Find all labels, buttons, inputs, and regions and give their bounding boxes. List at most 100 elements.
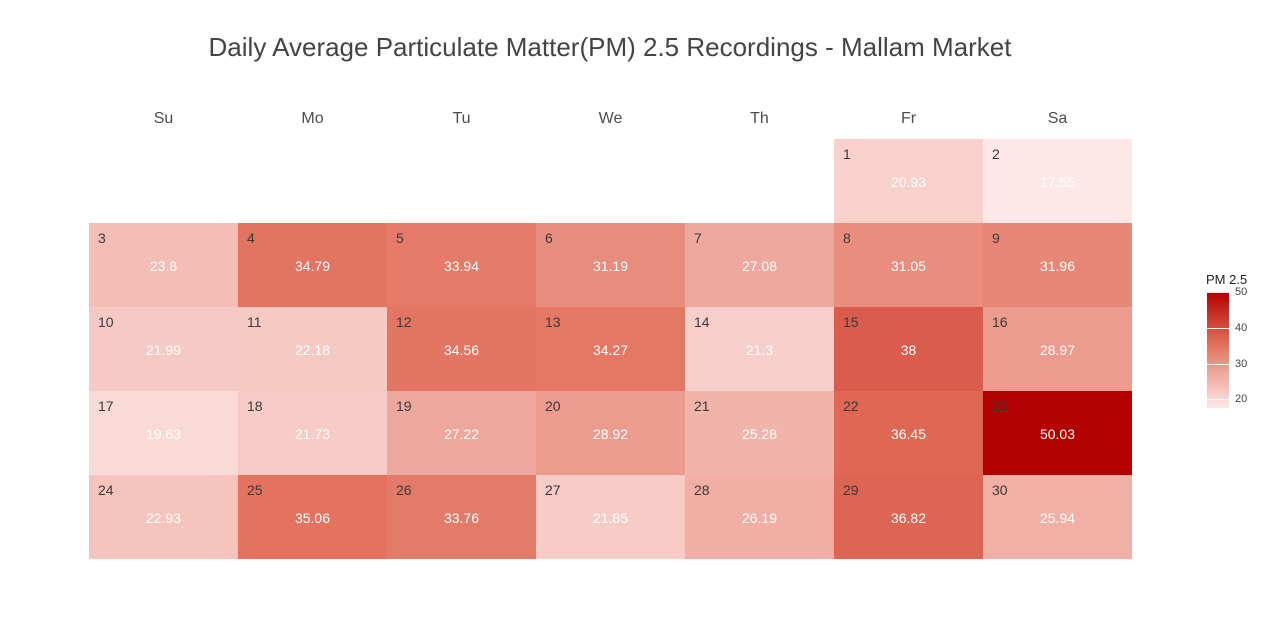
weekday-label: Sa (1047, 110, 1068, 127)
pm25-value-label: 21.99 (145, 342, 182, 358)
pm25-value-label: 33.94 (443, 258, 480, 274)
legend-tick-label: 20 (1235, 393, 1248, 406)
pm25-value-label: 36.45 (890, 426, 927, 442)
pm25-value-label: 19.63 (145, 426, 182, 442)
chart-title: Daily Average Particulate Matter(PM) 2.5… (208, 32, 1012, 62)
legend-color-bar (1207, 292, 1229, 408)
day-number: 30 (992, 482, 1008, 498)
day-number: 18 (247, 398, 263, 414)
pm25-value-label: 34.27 (592, 342, 629, 358)
legend-tick-label: 30 (1235, 357, 1248, 370)
day-number: 12 (396, 314, 412, 330)
calendar-day-cell: 21 25.28 (685, 391, 834, 475)
day-number: 27 (545, 482, 561, 498)
day-number: 14 (694, 314, 710, 330)
weekday-label: We (598, 110, 623, 127)
day-number: 25 (247, 482, 263, 498)
legend-tick-mark (1207, 327, 1229, 329)
day-number: 24 (98, 482, 114, 498)
calendar-day-cell: 27 21.85 (536, 475, 685, 559)
day-number: 13 (545, 314, 561, 330)
calendar-day-cell: 3 23.8 (89, 223, 238, 307)
calendar-day-cell: 9 31.96 (983, 223, 1132, 307)
day-number: 15 (843, 314, 859, 330)
day-number: 26 (396, 482, 412, 498)
pm25-value-label: 36.82 (890, 510, 927, 526)
pm25-value-label: 26.19 (741, 510, 778, 526)
day-number: 16 (992, 314, 1008, 330)
pm25-value-label: 28.97 (1039, 342, 1076, 358)
day-number: 5 (396, 230, 404, 246)
calendar-day-cell: 2 17.55 (983, 139, 1132, 223)
pm25-value-label: 34.56 (443, 342, 480, 358)
pm25-value-label: 21.3 (745, 342, 774, 358)
calendar-day-cell: 17 19.63 (89, 391, 238, 475)
pm25-value-label: 35.06 (294, 510, 331, 526)
day-number: 21 (694, 398, 710, 414)
calendar-day-cell: 22 36.45 (834, 391, 983, 475)
calendar-day-cell: 6 31.19 (536, 223, 685, 307)
calendar-day-cell: 10 21.99 (89, 307, 238, 391)
pm25-value-label: 31.96 (1039, 258, 1076, 274)
day-number: 1 (843, 146, 851, 162)
weekday-label: Fr (900, 110, 917, 127)
day-number: 28 (694, 482, 710, 498)
calendar-day-cell: 20 28.92 (536, 391, 685, 475)
pm25-value-label: 17.55 (1039, 174, 1076, 190)
calendar-day-cell: 16 28.97 (983, 307, 1132, 391)
calendar-day-cell: 5 33.94 (387, 223, 536, 307)
day-number: 22 (843, 398, 859, 414)
calendar-day-cell: 12 34.56 (387, 307, 536, 391)
pm25-value-label: 31.05 (890, 258, 927, 274)
calendar-day-cell: 11 22.18 (238, 307, 387, 391)
calendar-day-cell: 13 34.27 (536, 307, 685, 391)
pm25-value-label: 25.28 (741, 426, 778, 442)
pm25-value-label: 21.73 (294, 426, 331, 442)
pm25-value-label: 38 (900, 342, 917, 358)
calendar-day-cell: 19 27.22 (387, 391, 536, 475)
calendar-day-cell: 1 20.93 (834, 139, 983, 223)
legend-title: PM 2.5 (1206, 272, 1248, 287)
pm25-value-label: 20.93 (890, 174, 927, 190)
legend-tick-label: 40 (1235, 321, 1248, 334)
legend-tick-label: 50 (1235, 286, 1248, 299)
pm25-value-label: 25.94 (1039, 510, 1076, 526)
legend-tick-mark (1207, 363, 1229, 365)
day-number: 11 (247, 314, 262, 330)
pm25-value-label: 23.8 (149, 258, 178, 274)
calendar-day-cell: 26 33.76 (387, 475, 536, 559)
day-number: 7 (694, 230, 702, 246)
calendar-day-cell: 23 50.03 (983, 391, 1132, 475)
calendar-day-cell: 30 25.94 (983, 475, 1132, 559)
pm25-value-label: 34.79 (294, 258, 331, 274)
day-number: 6 (545, 230, 553, 246)
calendar-day-cell: 28 26.19 (685, 475, 834, 559)
weekday-label: Tu (452, 110, 471, 127)
day-number: 20 (545, 398, 561, 414)
legend-tick-mark (1207, 292, 1229, 294)
weekday-label: Mo (301, 110, 324, 127)
pm25-value-label: 21.85 (592, 510, 629, 526)
pm25-value-label: 22.93 (145, 510, 182, 526)
calendar-day-cell: 4 34.79 (238, 223, 387, 307)
day-number: 2 (992, 146, 1000, 162)
calendar-day-cell: 8 31.05 (834, 223, 983, 307)
day-number: 23 (992, 398, 1008, 414)
pm25-value-label: 27.08 (741, 258, 778, 274)
day-number: 9 (992, 230, 1000, 246)
day-number: 8 (843, 230, 851, 246)
pm25-value-label: 27.22 (443, 426, 480, 442)
weekday-label: Su (153, 110, 174, 127)
calendar-day-cell: 14 21.3 (685, 307, 834, 391)
day-number: 4 (247, 230, 255, 246)
pm25-value-label: 50.03 (1039, 426, 1076, 442)
day-number: 17 (98, 398, 114, 414)
day-number: 29 (843, 482, 859, 498)
day-number: 10 (98, 314, 114, 330)
pm25-value-label: 31.19 (592, 258, 629, 274)
day-number: 3 (98, 230, 106, 246)
pm25-value-label: 28.92 (592, 426, 629, 442)
pm25-value-label: 33.76 (443, 510, 480, 526)
legend-tick-mark (1207, 399, 1229, 401)
day-number: 19 (396, 398, 412, 414)
